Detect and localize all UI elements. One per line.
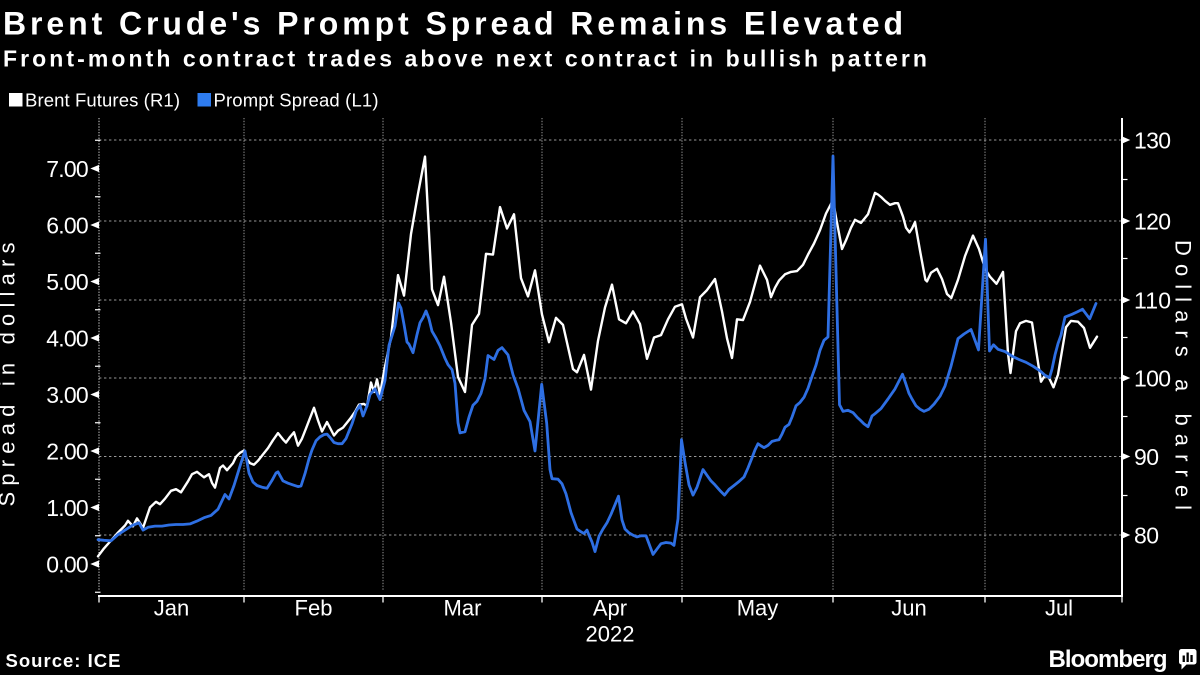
svg-text:Jan: Jan [154, 596, 189, 621]
svg-text:7.00: 7.00 [46, 156, 89, 182]
svg-text:5.00: 5.00 [46, 269, 89, 295]
svg-text:130: 130 [1134, 127, 1171, 153]
svg-text:2.00: 2.00 [46, 438, 89, 464]
svg-text:6.00: 6.00 [46, 212, 89, 238]
svg-text:110: 110 [1134, 287, 1171, 313]
svg-text:Front-month contract trades ab: Front-month contract trades above next c… [3, 46, 927, 72]
svg-text:Jun: Jun [891, 596, 926, 621]
svg-text:1.00: 1.00 [46, 495, 89, 521]
svg-text:0.00: 0.00 [46, 551, 89, 577]
svg-text:2022: 2022 [586, 622, 635, 647]
svg-text:Mar: Mar [444, 596, 482, 621]
svg-text:90: 90 [1134, 444, 1159, 470]
svg-text:Feb: Feb [295, 596, 333, 621]
svg-text:120: 120 [1134, 208, 1171, 234]
svg-text:100: 100 [1134, 365, 1171, 391]
svg-text:Source: ICE: Source: ICE [6, 650, 121, 671]
svg-text:Brent Crude's Prompt Spread Re: Brent Crude's Prompt Spread Remains Elev… [3, 6, 903, 42]
svg-text:4.00: 4.00 [46, 325, 89, 351]
svg-text:Jul: Jul [1045, 596, 1073, 621]
svg-text:Apr: Apr [593, 596, 627, 621]
svg-text:Bloomberg: Bloomberg [1049, 646, 1168, 673]
svg-text:Brent Futures (R1): Brent Futures (R1) [25, 89, 180, 110]
svg-text:Spread in dollars: Spread in dollars [0, 243, 20, 507]
svg-text:Prompt Spread (L1): Prompt Spread (L1) [214, 89, 379, 110]
svg-text:May: May [737, 596, 779, 621]
svg-text:80: 80 [1134, 522, 1159, 548]
svg-text:3.00: 3.00 [46, 382, 89, 408]
